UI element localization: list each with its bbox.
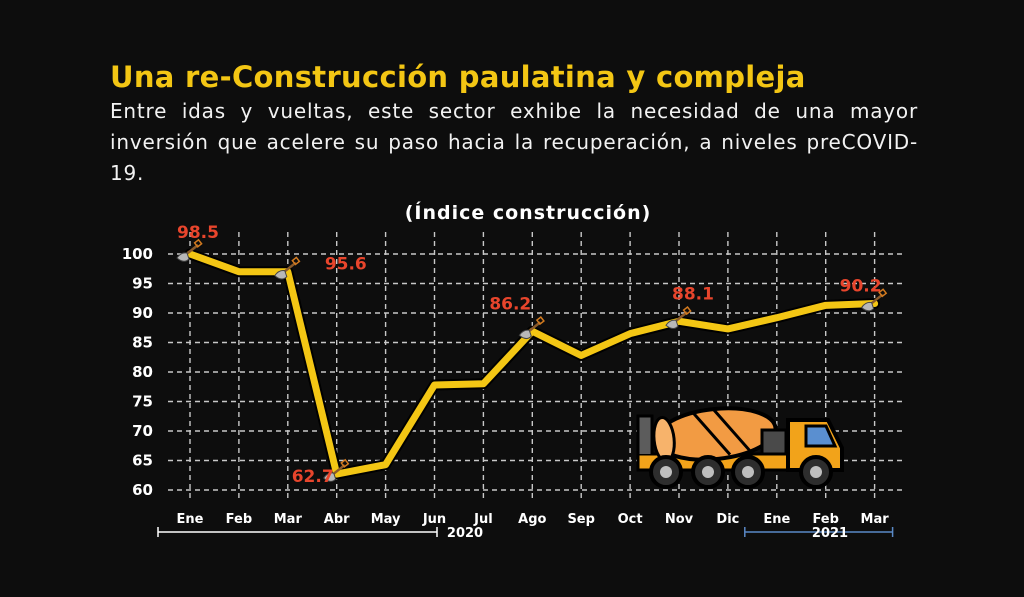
x-tick-label: May — [371, 512, 401, 527]
y-tick-label: 80 — [132, 363, 153, 381]
x-tick-label: Mar — [861, 512, 890, 527]
shovel-icon — [274, 256, 301, 280]
y-tick-label: 70 — [132, 422, 153, 440]
data-label: 86.2 — [489, 294, 531, 314]
data-label: 62.7 — [292, 467, 334, 487]
data-label: 88.1 — [672, 284, 714, 304]
y-tick-label: 75 — [132, 393, 153, 411]
y-tick-label: 100 — [122, 245, 153, 263]
data-label-group: 98.5 95.6 62.7 86.2 88.1 90.2 — [177, 223, 882, 487]
y-tick-label: 65 — [132, 452, 153, 470]
page-title: Una re-Construcción paulatina y compleja — [110, 60, 806, 94]
x-tick-label: Nov — [665, 512, 694, 527]
page-subtitle: Entre idas y vueltas, este sector exhibe… — [110, 99, 918, 185]
x-tick-label: Ene — [177, 512, 204, 527]
data-label: 98.5 — [177, 223, 219, 243]
x-tick-label: Feb — [226, 512, 252, 527]
year-label: 2021 — [812, 526, 848, 541]
series-line — [186, 250, 879, 478]
x-tick-label: Mar — [274, 512, 303, 527]
series-line-group — [184, 248, 881, 480]
shovel-icon — [176, 238, 203, 262]
x-tick-label: Dic — [716, 512, 739, 527]
x-tick-label: Jul — [473, 512, 493, 527]
x-tick-label: Ene — [763, 512, 790, 527]
shovel-icon — [518, 316, 545, 340]
x-tick-label: Ago — [518, 512, 546, 527]
shovel-icon — [665, 305, 692, 330]
x-tick-label: Abr — [324, 512, 350, 527]
data-label: 95.6 — [325, 255, 367, 275]
x-axis: Ene Feb Mar Abr May Jun Jul Ago Sep Oct Nov Dic Ene F… — [177, 512, 890, 527]
x-tick-label: Sep — [567, 512, 595, 527]
chart-title: (Índice construcción) — [405, 201, 652, 224]
marker-group — [176, 238, 888, 482]
y-tick-label: 60 — [132, 481, 153, 499]
x-tick-label: Feb — [812, 512, 838, 527]
y-axis: 100 95 90 85 80 75 70 65 60 — [122, 245, 153, 499]
shovel-icon — [323, 458, 350, 482]
year-brackets: 2020 2021 — [157, 526, 894, 541]
y-tick-label: 95 — [132, 275, 153, 293]
shovel-icon — [860, 288, 888, 312]
y-tick-label: 85 — [132, 334, 153, 352]
data-label: 90.2 — [840, 277, 882, 297]
year-label: 2020 — [447, 526, 483, 541]
cement-mixer-truck-icon — [636, 406, 844, 489]
x-tick-label: Jun — [422, 512, 446, 527]
x-tick-label: Oct — [618, 512, 643, 527]
y-tick-label: 90 — [132, 304, 153, 322]
